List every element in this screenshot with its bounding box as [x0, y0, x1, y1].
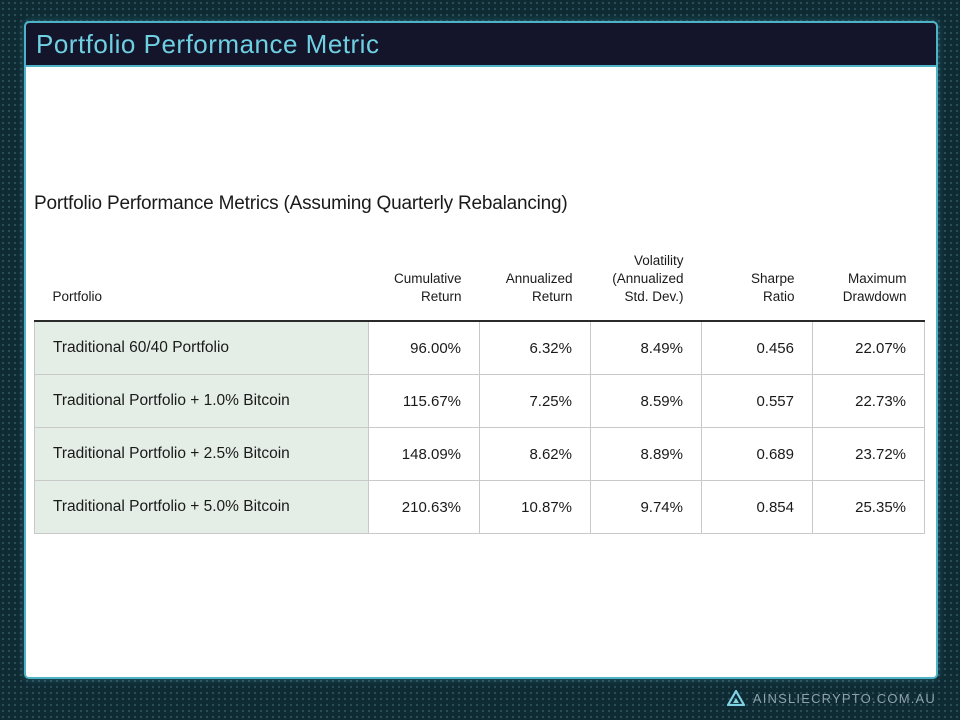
table-row: Traditional Portfolio + 2.5% Bitcoin 148.… — [34, 427, 925, 481]
header-annualized-return: Annualized Return — [479, 236, 591, 322]
cell-volatility: 8.49% — [590, 321, 702, 375]
cell-portfolio-name: Traditional Portfolio + 1.0% Bitcoin — [34, 374, 369, 428]
cell-maximum-drawdown: 25.35% — [812, 480, 925, 534]
table-row: Traditional Portfolio + 1.0% Bitcoin 115.… — [34, 374, 925, 428]
cell-cumulative-return: 96.00% — [368, 321, 480, 375]
header-maximum-drawdown: Maximum Drawdown — [812, 236, 925, 322]
slide-content: Portfolio Performance Metrics (Assuming … — [26, 67, 936, 677]
cell-annualized-return: 8.62% — [479, 427, 591, 481]
cell-annualized-return: 10.87% — [479, 480, 591, 534]
cell-annualized-return: 7.25% — [479, 374, 591, 428]
cell-volatility: 8.59% — [590, 374, 702, 428]
footer: AINSLIECRYPTO.COM.AU — [726, 690, 936, 706]
cell-cumulative-return: 115.67% — [368, 374, 480, 428]
table-row: Traditional Portfolio + 5.0% Bitcoin 210.… — [34, 480, 925, 534]
header-portfolio: Portfolio — [34, 236, 369, 322]
footer-website: AINSLIECRYPTO.COM.AU — [752, 690, 936, 706]
cell-volatility: 9.74% — [590, 480, 702, 534]
cell-portfolio-name: Traditional Portfolio + 5.0% Bitcoin — [34, 480, 369, 534]
cell-maximum-drawdown: 22.07% — [812, 321, 925, 375]
header-volatility: Volatility (Annualized Std. Dev.) — [590, 236, 702, 322]
cell-portfolio-name: Traditional Portfolio + 2.5% Bitcoin — [34, 427, 369, 481]
cell-maximum-drawdown: 22.73% — [812, 374, 925, 428]
table-body: Traditional 60/40 Portfolio 96.00% 6.32% 8.… — [34, 321, 925, 534]
cell-annualized-return: 6.32% — [479, 321, 591, 375]
cell-sharpe-ratio: 0.557 — [701, 374, 813, 428]
slide-frame: Portfolio Performance Metric Portfolio P… — [24, 21, 938, 679]
cell-sharpe-ratio: 0.854 — [701, 480, 813, 534]
table-title: Portfolio Performance Metrics (Assuming … — [34, 193, 568, 214]
header-sharpe-ratio: Sharpe Ratio — [701, 236, 813, 322]
cell-portfolio-name: Traditional 60/40 Portfolio — [34, 321, 369, 375]
ainslie-triangle-logo-icon — [726, 690, 745, 706]
cell-cumulative-return: 148.09% — [368, 427, 480, 481]
cell-sharpe-ratio: 0.456 — [701, 321, 813, 375]
header-cumulative-return: Cumulative Return — [368, 236, 480, 322]
slide-title: Portfolio Performance Metric — [36, 29, 380, 59]
table-row: Traditional 60/40 Portfolio 96.00% 6.32% 8.… — [34, 321, 925, 375]
title-bar: Portfolio Performance Metric — [26, 23, 936, 67]
cell-volatility: 8.89% — [590, 427, 702, 481]
cell-sharpe-ratio: 0.689 — [701, 427, 813, 481]
metrics-table: Portfolio Cumulative Return Annualized Ret… — [34, 236, 925, 534]
cell-maximum-drawdown: 23.72% — [812, 427, 925, 481]
table-header-row: Portfolio Cumulative Return Annualized Ret… — [34, 236, 925, 322]
cell-cumulative-return: 210.63% — [368, 480, 480, 534]
